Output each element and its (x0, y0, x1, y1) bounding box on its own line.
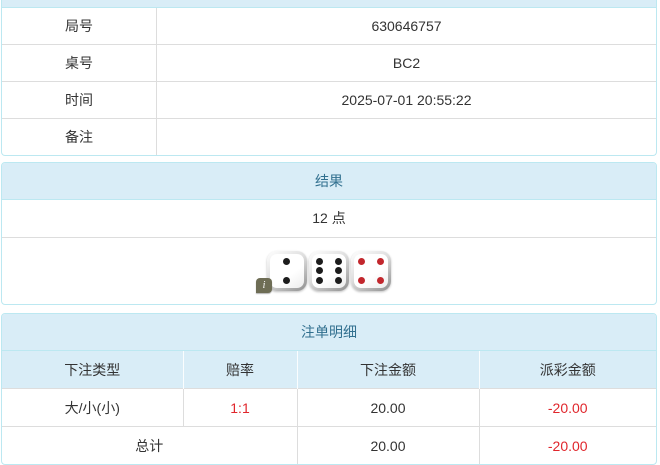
game-info-panel: 局号 630646757 桌号 BC2 时间 2025-07-01 20:55:… (1, 0, 657, 156)
bets-table: 下注类型 赔率 下注金额 派彩金额 大/小(小) 1:1 20.00 -20.0… (2, 351, 656, 464)
dice-group: i (256, 251, 391, 293)
die-pip (376, 276, 384, 284)
bet-payout: -20.00 (478, 388, 656, 427)
info-row-table: 桌号 BC2 (2, 44, 656, 82)
die-3-value-4 (351, 251, 391, 291)
bets-header-row: 下注类型 赔率 下注金额 派彩金额 (2, 351, 656, 389)
remark-label: 备注 (2, 118, 157, 155)
info-row-remark: 备注 (2, 118, 656, 155)
column-header-bet-amount: 下注金额 (296, 351, 479, 389)
total-row: 总计 20.00 -20.00 (2, 426, 656, 464)
result-panel-title: 结果 (2, 163, 656, 200)
die-pip (358, 276, 366, 284)
bets-panel: 注单明细 下注类型 赔率 下注金额 派彩金额 大/小(小) 1:1 20.00 … (1, 313, 657, 465)
column-header-odds: 赔率 (182, 351, 297, 389)
column-header-bet-type: 下注类型 (2, 351, 183, 389)
die-pip (316, 267, 324, 275)
time-value: 2025-07-01 20:55:22 (156, 81, 656, 119)
total-label: 总计 (2, 426, 297, 464)
die-pip (334, 258, 342, 266)
total-amount: 20.00 (296, 426, 479, 464)
bet-odds: 1:1 (182, 388, 297, 427)
die-2-value-6 (309, 251, 349, 291)
table-id-value: BC2 (156, 44, 656, 82)
bets-panel-title: 注单明细 (2, 314, 656, 351)
info-icon[interactable]: i (256, 278, 272, 293)
table-id-label: 桌号 (2, 44, 157, 82)
die-pip (334, 276, 342, 284)
round-id-label: 局号 (2, 8, 157, 45)
remark-value (156, 118, 656, 155)
die-pip (358, 258, 366, 266)
bet-type: 大/小(小) (2, 388, 183, 427)
round-id-value: 630646757 (371, 18, 442, 34)
game-info-table: 局号 630646757 桌号 BC2 时间 2025-07-01 20:55:… (2, 8, 656, 155)
die-pip (316, 258, 324, 266)
dice-row: i (2, 238, 656, 304)
info-row-round: 局号 630646757 (2, 8, 656, 45)
result-panel: 结果 12 点 i (1, 162, 657, 305)
die-pip (334, 267, 342, 275)
die-pip (316, 276, 324, 284)
die-pip (376, 258, 384, 266)
die-pip (283, 276, 291, 284)
total-payout: -20.00 (478, 426, 656, 464)
time-label: 时间 (2, 81, 157, 119)
die-pip (283, 258, 291, 266)
panel-header-strip (2, 0, 656, 8)
die-1-value-2 (267, 251, 307, 291)
bet-row: 大/小(小) 1:1 20.00 -20.00 (2, 388, 656, 427)
column-header-payout: 派彩金额 (478, 351, 656, 389)
result-points: 12 点 (2, 200, 656, 238)
info-row-time: 时间 2025-07-01 20:55:22 (2, 81, 656, 119)
bet-amount: 20.00 (296, 388, 479, 427)
